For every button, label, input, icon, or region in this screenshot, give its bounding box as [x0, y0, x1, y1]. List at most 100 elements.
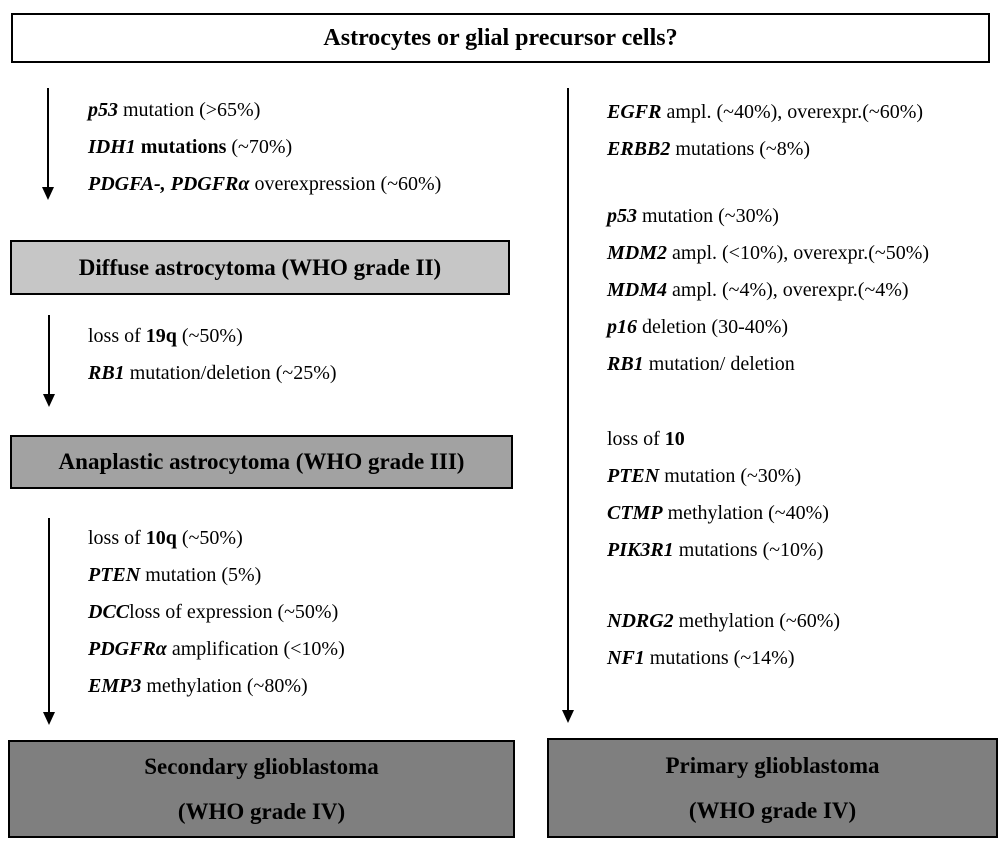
gene-symbol: PTEN: [607, 465, 660, 487]
alteration-line: PDGFRα amplification (<10%): [88, 638, 345, 660]
alteration-text: loss of: [88, 527, 146, 549]
alteration-text: (~50%): [176, 325, 243, 347]
gene-symbol: CTMP: [607, 502, 663, 524]
gene-symbol: PTEN: [88, 564, 141, 586]
down-arrow-step1: [42, 88, 54, 200]
arrow-shaft: [48, 518, 50, 712]
gene-symbol: EGFR: [607, 101, 662, 123]
left-step3-alterations: loss of 10q (~50%) PTEN mutation (5%) DCCl…: [88, 527, 345, 697]
alteration-text: mutation (5%): [140, 564, 262, 586]
alteration-text: loss of: [607, 428, 665, 450]
gene-symbol: DCC: [88, 601, 130, 623]
alteration-text: loss of expression (~50%): [129, 601, 339, 623]
gene-symbol: NF1: [607, 647, 645, 669]
alteration-text: 10q: [145, 527, 177, 549]
alteration-text: overexpression (~60%): [249, 173, 442, 195]
down-arrow-primary-pathway: [562, 88, 574, 723]
alteration-text: 10: [664, 428, 685, 450]
alteration-line: loss of 10: [607, 428, 829, 450]
alteration-text: mutation (~30%): [637, 205, 779, 227]
alteration-line: NDRG2 methylation (~60%): [607, 610, 840, 632]
arrow-head: [562, 710, 574, 723]
down-arrow-step3: [43, 518, 55, 725]
alteration-line: p16 deletion (30-40%): [607, 316, 929, 338]
alteration-line: NF1 mutations (~14%): [607, 647, 840, 669]
primary-glioblastoma-label-line2: (WHO grade IV): [688, 797, 857, 823]
alteration-line: EGFR ampl. (~40%), overexpr.(~60%): [607, 101, 923, 123]
alteration-line: PTEN mutation (~30%): [607, 465, 829, 487]
alteration-line: PTEN mutation (5%): [88, 564, 345, 586]
gene-symbol: PIK3R1: [607, 539, 674, 561]
left-step2-alterations: loss of 19q (~50%) RB1 mutation/deletion …: [88, 325, 337, 384]
gene-symbol: NDRG2: [607, 610, 674, 632]
diffuse-astrocytoma-label: Diffuse astrocytoma (WHO grade II): [78, 254, 442, 280]
alteration-text: deletion (30-40%): [637, 316, 789, 338]
alteration-line: MDM4 ampl. (~4%), overexpr.(~4%): [607, 279, 929, 301]
alteration-text: mutations: [135, 136, 227, 158]
alteration-line: PDGFA-, PDGFRα overexpression (~60%): [88, 173, 441, 195]
alteration-text: mutation/deletion (~25%): [124, 362, 337, 384]
alteration-line: DCCloss of expression (~50%): [88, 601, 345, 623]
right-group3-alterations: loss of 10 PTEN mutation (~30%) CTMP methy…: [607, 428, 829, 561]
alteration-line: CTMP methylation (~40%): [607, 502, 829, 524]
secondary-glioblastoma-label-line2: (WHO grade IV): [177, 798, 346, 824]
anaplastic-astrocytoma-label: Anaplastic astrocytoma (WHO grade III): [58, 449, 465, 474]
secondary-glioblastoma-label-line1: Secondary glioblastoma: [144, 753, 379, 779]
alteration-text: methylation (~40%): [662, 502, 829, 524]
gene-symbol: RB1: [88, 362, 125, 384]
alteration-line: EMP3 methylation (~80%): [88, 675, 345, 697]
alteration-text: mutation (~30%): [659, 465, 802, 487]
gene-symbol: RB1: [607, 353, 644, 375]
gene-symbol: PDGFRα: [88, 638, 167, 660]
gene-symbol: MDM2: [607, 242, 668, 264]
alteration-line: MDM2 ampl. (<10%), overexpr.(~50%): [607, 242, 929, 264]
down-arrow-step2: [43, 315, 55, 407]
gene-symbol: IDH1: [88, 136, 136, 158]
alteration-line: IDH1 mutations (~70%): [88, 136, 441, 158]
alteration-line: RB1 mutation/deletion (~25%): [88, 362, 337, 384]
gene-symbol: MDM4: [607, 279, 668, 301]
left-step1-alterations: p53 mutation (>65%) IDH1 mutations (~70%)…: [88, 99, 441, 195]
anaplastic-astrocytoma-box: Anaplastic astrocytoma (WHO grade III): [10, 435, 513, 489]
gene-symbol: p53: [607, 205, 637, 227]
secondary-glioblastoma-box: Secondary glioblastoma (WHO grade IV): [8, 740, 515, 838]
gene-symbol: p53: [88, 99, 118, 121]
alteration-line: loss of 10q (~50%): [88, 527, 345, 549]
alteration-text: methylation (~60%): [673, 610, 841, 632]
alteration-line: p53 mutation (~30%): [607, 205, 929, 227]
alteration-text: mutations (~14%): [644, 647, 795, 669]
alteration-text: amplification (<10%): [166, 638, 345, 660]
origin-cells-box: Astrocytes or glial precursor cells?: [11, 13, 990, 63]
gene-symbol: p16: [607, 316, 637, 338]
alteration-text: ampl. (<10%), overexpr.(~50%): [667, 242, 930, 264]
alteration-line: loss of 19q (~50%): [88, 325, 337, 347]
gene-symbol: PDGFA-, PDGFRα: [88, 173, 250, 195]
arrow-head: [43, 394, 55, 407]
right-group2-alterations: p53 mutation (~30%) MDM2 ampl. (<10%), ov…: [607, 205, 929, 375]
alteration-text: methylation (~80%): [141, 675, 308, 697]
right-group4-alterations: NDRG2 methylation (~60%) NF1 mutations (~…: [607, 610, 840, 669]
alteration-text: 19q: [145, 325, 177, 347]
alteration-text: mutations (~10%): [673, 539, 824, 561]
arrow-shaft: [567, 88, 569, 710]
arrow-head: [43, 712, 55, 725]
arrow-shaft: [48, 315, 50, 394]
gene-symbol: ERBB2: [607, 138, 671, 160]
arrow-shaft: [47, 88, 49, 187]
alteration-line: RB1 mutation/ deletion: [607, 353, 929, 375]
alteration-text: mutation/ deletion: [643, 353, 795, 375]
arrow-head: [42, 187, 54, 200]
gene-symbol: EMP3: [88, 675, 142, 697]
primary-glioblastoma-label-line1: Primary glioblastoma: [665, 752, 880, 778]
alteration-text: mutations (~8%): [670, 138, 811, 160]
alteration-text: ampl. (~4%), overexpr.(~4%): [667, 279, 909, 301]
primary-glioblastoma-box: Primary glioblastoma (WHO grade IV): [547, 738, 998, 838]
alteration-text: (~50%): [176, 527, 243, 549]
alteration-line: p53 mutation (>65%): [88, 99, 441, 121]
alteration-line: ERBB2 mutations (~8%): [607, 138, 923, 160]
alteration-text: mutation (>65%): [118, 99, 261, 121]
right-group1-alterations: EGFR ampl. (~40%), overexpr.(~60%) ERBB2 …: [607, 101, 923, 160]
alteration-text: (~70%): [226, 136, 293, 158]
alteration-text: loss of: [88, 325, 146, 347]
